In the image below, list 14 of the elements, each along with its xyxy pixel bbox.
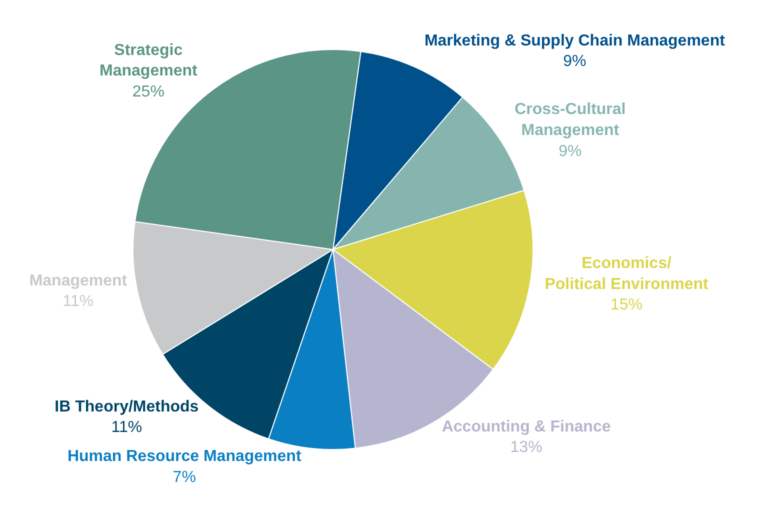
data-label: 13% bbox=[510, 439, 542, 456]
slice-label: Cross-Cultural Management bbox=[514, 101, 626, 140]
slice-label: IB Theory/Methods bbox=[54, 398, 199, 416]
slice-label: Marketing & Supply Chain Management bbox=[424, 32, 726, 50]
data-label: 7% bbox=[172, 468, 196, 486]
slice-label: Accounting & Finance bbox=[442, 418, 611, 436]
slice-label: Economics/ Political Environment bbox=[544, 255, 709, 293]
slice-label: Strategic Management bbox=[100, 42, 198, 80]
data-label: 25% bbox=[132, 83, 164, 100]
data-label: 9% bbox=[563, 53, 586, 70]
data-label: 15% bbox=[610, 296, 643, 314]
data-label: 11% bbox=[111, 419, 142, 436]
slice-label: Human Resource Management bbox=[67, 448, 302, 466]
data-label: 9% bbox=[558, 142, 582, 160]
